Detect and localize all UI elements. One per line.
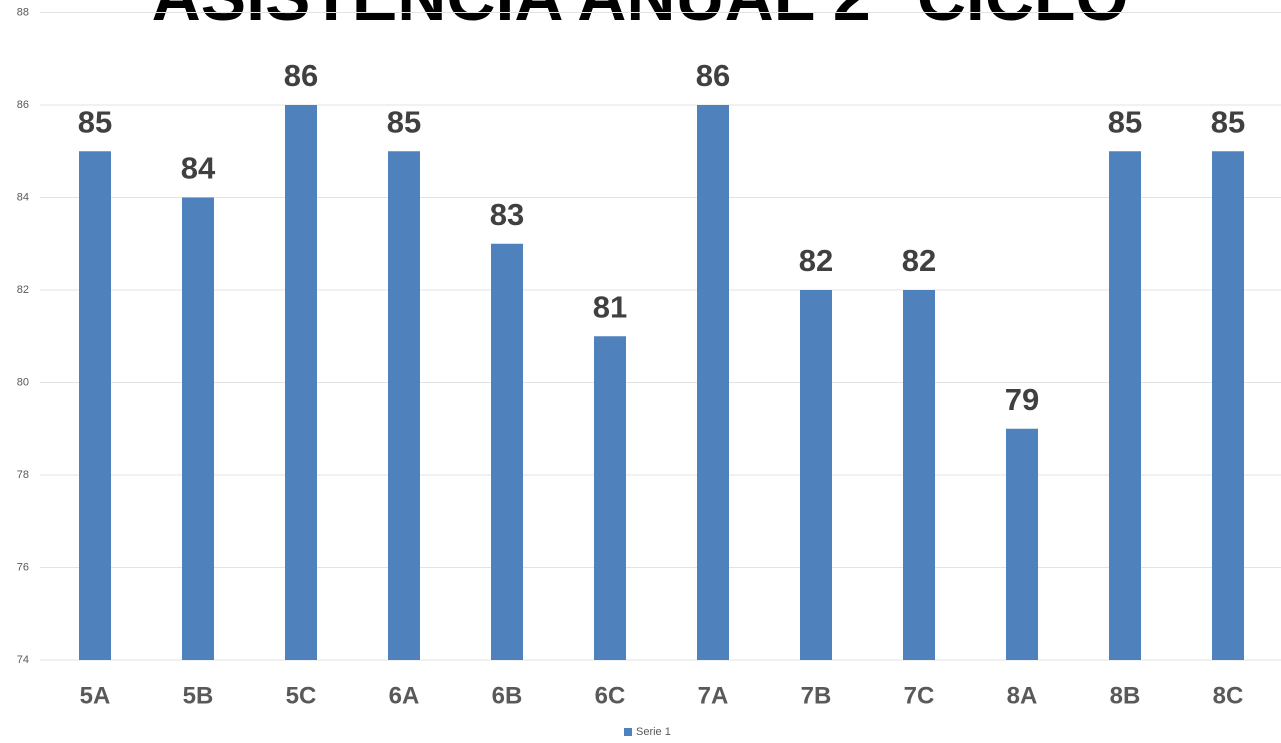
- data-label: 82: [902, 243, 936, 278]
- x-tick-label: 5C: [286, 682, 317, 709]
- y-tick-label: 84: [17, 191, 29, 203]
- data-label: 85: [387, 104, 421, 139]
- y-tick-label: 78: [17, 469, 29, 481]
- y-tick-label: 76: [17, 561, 29, 573]
- x-tick-label: 5B: [183, 682, 214, 709]
- legend-label: Serie 1: [636, 726, 671, 738]
- x-tick-label: 6A: [389, 682, 420, 709]
- bar: [800, 290, 832, 660]
- y-tick-label: 82: [17, 284, 29, 296]
- x-tick-label: 6B: [492, 682, 523, 709]
- bar: [285, 105, 317, 660]
- x-tick-label: 7A: [698, 682, 729, 709]
- x-tick-label: 5A: [80, 682, 111, 709]
- bar: [1006, 428, 1038, 660]
- y-tick-label: 88: [17, 6, 29, 18]
- y-tick-label: 74: [17, 654, 29, 666]
- bar: [594, 336, 626, 660]
- bar: [182, 197, 214, 660]
- chart-title: ASISTENCIA ANUAL 2° CICLO: [152, 0, 1129, 35]
- bar: [903, 290, 935, 660]
- bar: [697, 105, 729, 660]
- bar: [388, 151, 420, 660]
- y-tick-label: 86: [17, 99, 29, 111]
- x-tick-label: 8B: [1110, 682, 1141, 709]
- x-tick-label: 8C: [1213, 682, 1244, 709]
- x-tick-label: 7B: [801, 682, 832, 709]
- y-tick-label: 80: [17, 376, 29, 388]
- bar: [491, 243, 523, 660]
- data-label: 82: [799, 243, 833, 278]
- data-label: 86: [284, 58, 318, 93]
- bar: [1109, 151, 1141, 660]
- data-label: 81: [593, 289, 627, 324]
- bar: [79, 151, 111, 660]
- x-tick-label: 6C: [595, 682, 626, 709]
- data-label: 79: [1005, 382, 1039, 417]
- bar: [1212, 151, 1244, 660]
- data-label: 86: [696, 58, 730, 93]
- data-label: 85: [78, 104, 112, 139]
- data-label: 85: [1211, 104, 1245, 139]
- data-label: 85: [1108, 104, 1142, 139]
- data-label: 83: [490, 197, 524, 232]
- x-tick-label: 8A: [1007, 682, 1038, 709]
- legend-swatch: [624, 728, 632, 736]
- data-label: 84: [181, 151, 216, 186]
- x-tick-label: 7C: [904, 682, 935, 709]
